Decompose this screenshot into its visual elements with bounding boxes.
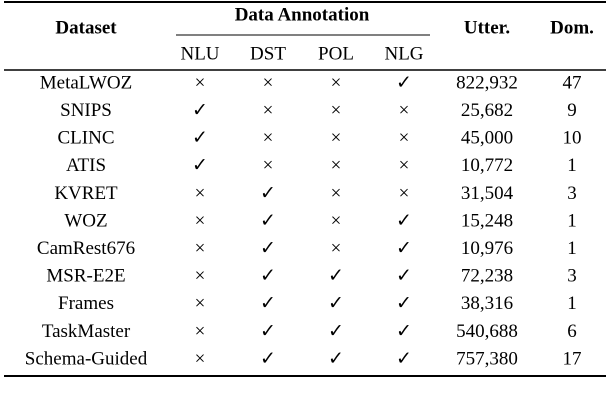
nlg-cell: ✓ <box>396 266 412 287</box>
nlg-cell: ✓ <box>396 293 412 314</box>
utter-cell: 10,976 <box>461 238 513 259</box>
pol-cell: × <box>331 183 342 204</box>
utter-cell: 72,238 <box>461 266 513 287</box>
nlg-cell: × <box>399 183 410 204</box>
utter-cell: 25,682 <box>461 100 513 121</box>
nlu-cell: × <box>195 72 206 93</box>
dst-cell: ✓ <box>260 183 276 204</box>
nlu-cell: × <box>195 293 206 314</box>
dst-cell: × <box>263 100 274 121</box>
dom-cell: 3 <box>567 183 577 204</box>
dom-header: Dom. <box>550 17 594 38</box>
nlg-cell: ✓ <box>396 238 412 259</box>
dataset-name: ATIS <box>66 155 106 176</box>
dst-cell: × <box>263 128 274 149</box>
dataset-name: WOZ <box>64 210 107 231</box>
subheader: NLU <box>180 43 219 64</box>
dom-cell: 1 <box>567 293 577 314</box>
nlu-cell: × <box>195 348 206 369</box>
nlg-cell: × <box>399 100 410 121</box>
dst-cell: × <box>263 155 274 176</box>
dst-cell: ✓ <box>260 348 276 369</box>
pol-cell: × <box>331 210 342 231</box>
group-header: Data Annotation <box>235 4 370 25</box>
dataset-name: CLINC <box>58 128 115 149</box>
subheader: NLG <box>384 43 423 64</box>
dst-cell: × <box>263 72 274 93</box>
nlg-cell: ✓ <box>396 321 412 342</box>
dst-cell: ✓ <box>260 238 276 259</box>
pol-cell: ✓ <box>328 266 344 287</box>
nlg-cell: × <box>399 155 410 176</box>
dataset-name: KVRET <box>54 183 118 204</box>
dataset-name: TaskMaster <box>42 321 131 342</box>
dataset-name: MSR-E2E <box>46 266 125 287</box>
nlu-cell: × <box>195 321 206 342</box>
dom-cell: 1 <box>567 210 577 231</box>
utter-header: Utter. <box>464 17 510 38</box>
dataset-name: Frames <box>58 293 114 314</box>
utter-cell: 31,504 <box>461 183 514 204</box>
dst-cell: ✓ <box>260 266 276 287</box>
nlg-cell: ✓ <box>396 210 412 231</box>
dst-cell: ✓ <box>260 321 276 342</box>
utter-cell: 540,688 <box>456 321 518 342</box>
pol-cell: × <box>331 72 342 93</box>
nlg-cell: × <box>399 128 410 149</box>
dataset-header: Dataset <box>55 17 117 38</box>
dom-cell: 9 <box>567 100 577 121</box>
subheader: POL <box>318 43 354 64</box>
dom-cell: 1 <box>567 238 577 259</box>
utter-cell: 45,000 <box>461 128 513 149</box>
utter-cell: 38,316 <box>461 293 513 314</box>
pol-cell: × <box>331 155 342 176</box>
utter-cell: 757,380 <box>456 348 518 369</box>
pol-cell: × <box>331 238 342 259</box>
dataset-name: MetaLWOZ <box>40 72 133 93</box>
nlg-cell: ✓ <box>396 72 412 93</box>
nlu-cell: × <box>195 183 206 204</box>
utter-cell: 822,932 <box>456 72 518 93</box>
dst-cell: ✓ <box>260 210 276 231</box>
dataset-name: SNIPS <box>60 100 112 121</box>
pol-cell: × <box>331 128 342 149</box>
pol-cell: ✓ <box>328 293 344 314</box>
nlu-cell: ✓ <box>192 128 208 149</box>
dataset-name: Schema-Guided <box>25 348 148 369</box>
dom-cell: 1 <box>567 155 577 176</box>
nlu-cell: ✓ <box>192 100 208 121</box>
dom-cell: 6 <box>567 321 577 342</box>
dataset-name: CamRest676 <box>37 238 135 259</box>
dom-cell: 10 <box>563 128 582 149</box>
utter-cell: 10,772 <box>461 155 513 176</box>
pol-cell: ✓ <box>328 321 344 342</box>
dom-cell: 17 <box>563 348 582 369</box>
nlu-cell: × <box>195 210 206 231</box>
utter-cell: 15,248 <box>461 210 513 231</box>
dom-cell: 3 <box>567 266 577 287</box>
dst-cell: ✓ <box>260 293 276 314</box>
nlg-cell: ✓ <box>396 348 412 369</box>
nlu-cell: ✓ <box>192 155 208 176</box>
dom-cell: 47 <box>563 72 582 93</box>
nlu-cell: × <box>195 266 206 287</box>
subheader: DST <box>250 43 286 64</box>
pol-cell: ✓ <box>328 348 344 369</box>
nlu-cell: × <box>195 238 206 259</box>
pol-cell: × <box>331 100 342 121</box>
